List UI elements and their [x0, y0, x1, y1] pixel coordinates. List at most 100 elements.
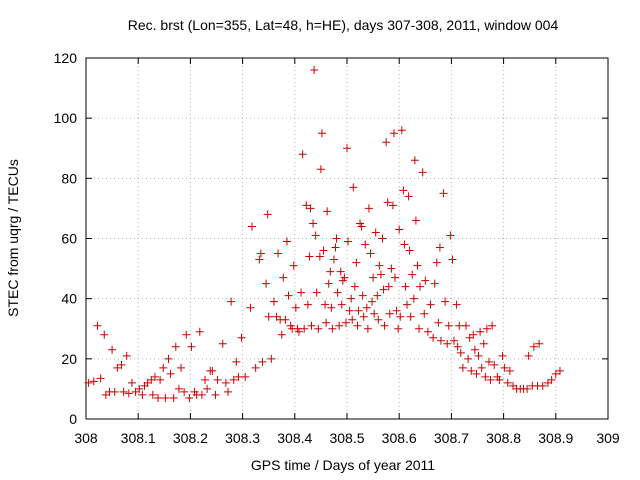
data-point — [256, 249, 265, 258]
data-point — [246, 303, 255, 312]
data-point — [350, 282, 359, 291]
data-point — [229, 375, 238, 384]
data-point — [423, 327, 432, 336]
data-point — [241, 372, 250, 381]
data-point — [524, 351, 533, 360]
x-tick-label: 308.4 — [277, 430, 312, 446]
data-point — [495, 375, 504, 384]
data-point — [470, 345, 479, 354]
x-tick-label: 308.6 — [382, 430, 417, 446]
data-point — [439, 189, 448, 198]
data-point — [472, 369, 481, 378]
data-point — [319, 246, 328, 255]
data-point — [395, 225, 404, 234]
data-point — [452, 300, 461, 309]
data-point — [429, 333, 438, 342]
data-point — [182, 330, 191, 339]
data-point — [124, 389, 133, 398]
axes: 308 308.1 308.2 308.3 308.4 308.5 308.6 308.7 30… — [54, 50, 620, 446]
data-point — [297, 288, 306, 297]
data-point — [336, 267, 345, 276]
y-tick-label: 0 — [69, 411, 77, 427]
data-point — [96, 374, 105, 383]
data-point — [450, 336, 459, 345]
data-point — [505, 366, 514, 375]
data-point — [551, 369, 560, 378]
data-point — [314, 324, 323, 333]
data-point — [329, 255, 338, 264]
data-point — [161, 393, 170, 402]
data-point — [416, 282, 425, 291]
y-axis-label: STEC from uqrg / TECUs — [5, 159, 21, 317]
data-point — [529, 342, 538, 351]
data-point — [420, 309, 429, 318]
data-point — [415, 324, 424, 333]
y-tick-label: 80 — [61, 170, 77, 186]
data-point — [300, 324, 309, 333]
data-point — [331, 243, 340, 252]
data-point — [180, 387, 189, 396]
data-point — [469, 330, 478, 339]
data-point — [401, 282, 410, 291]
data-point — [341, 318, 350, 327]
data-point — [344, 237, 353, 246]
data-point — [364, 204, 373, 213]
data-point — [315, 252, 324, 261]
data-point — [316, 165, 325, 174]
data-point — [213, 375, 222, 384]
x-tick-label: 308.7 — [434, 430, 469, 446]
data-point — [348, 315, 357, 324]
data-point — [187, 342, 196, 351]
data-point — [446, 231, 455, 240]
data-point — [108, 345, 117, 354]
data-point — [382, 138, 391, 147]
data-point — [345, 306, 354, 315]
data-point — [400, 240, 409, 249]
data-point — [410, 156, 419, 165]
chart-title: Rec. brst (Lon=355, Lat=48, h=HE), days … — [128, 17, 559, 33]
data-point — [251, 363, 260, 372]
data-point — [464, 354, 473, 363]
y-tick-label: 20 — [61, 351, 77, 367]
data-point — [361, 240, 370, 249]
data-point — [255, 255, 264, 264]
data-point — [311, 231, 320, 240]
data-points — [84, 66, 564, 402]
data-point — [337, 300, 346, 309]
data-point — [324, 279, 333, 288]
data-point — [389, 129, 398, 138]
data-point — [448, 255, 457, 264]
data-point — [150, 372, 159, 381]
data-point — [481, 372, 490, 381]
data-point — [122, 351, 131, 360]
data-point — [406, 312, 415, 321]
x-tick-label: 308.5 — [329, 430, 364, 446]
data-point — [467, 366, 476, 375]
data-point — [127, 378, 136, 387]
data-point — [110, 387, 119, 396]
data-point — [223, 387, 232, 396]
data-point — [174, 384, 183, 393]
data-point — [159, 363, 168, 372]
data-point — [148, 390, 157, 399]
data-point — [357, 222, 366, 231]
data-point — [166, 369, 175, 378]
data-point — [335, 321, 344, 330]
data-point — [405, 246, 414, 255]
data-point — [310, 66, 319, 75]
data-point — [247, 222, 256, 231]
data-point — [277, 330, 286, 339]
data-point — [500, 363, 509, 372]
data-point — [380, 321, 389, 330]
data-point — [430, 279, 439, 288]
data-point — [396, 312, 405, 321]
data-point — [387, 264, 396, 273]
x-tick-label: 309 — [596, 430, 620, 446]
data-point — [358, 291, 367, 300]
data-point — [211, 390, 220, 399]
data-point — [323, 207, 332, 216]
data-point — [156, 375, 165, 384]
data-point — [453, 342, 462, 351]
x-tick-label: 308 — [74, 430, 98, 446]
data-point — [303, 300, 312, 309]
